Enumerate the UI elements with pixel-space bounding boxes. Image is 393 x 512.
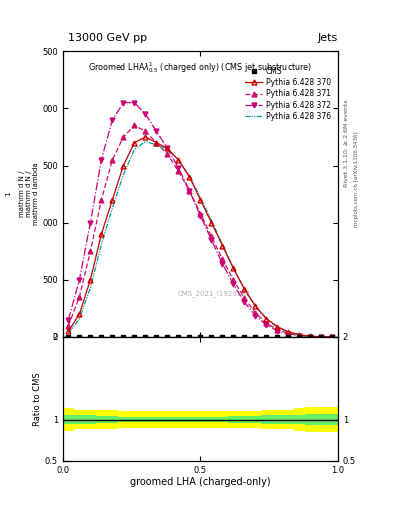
Y-axis label: Ratio to CMS: Ratio to CMS xyxy=(33,372,42,425)
Text: 13000 GeV pp: 13000 GeV pp xyxy=(68,33,147,42)
Text: Groomed LHA$\lambda^{1}_{0.5}$ (charged only) (CMS jet substructure): Groomed LHA$\lambda^{1}_{0.5}$ (charged … xyxy=(88,60,312,75)
Text: Jets: Jets xyxy=(318,33,338,42)
Text: Rivet 3.1.10; ≥ 2.6M events: Rivet 3.1.10; ≥ 2.6M events xyxy=(344,99,349,187)
X-axis label: groomed LHA (charged-only): groomed LHA (charged-only) xyxy=(130,477,271,487)
Text: mcplots.cern.ch [arXiv:1306.3436]: mcplots.cern.ch [arXiv:1306.3436] xyxy=(354,132,359,227)
Legend: CMS, Pythia 6.428 370, Pythia 6.428 371, Pythia 6.428 372, Pythia 6.428 376: CMS, Pythia 6.428 370, Pythia 6.428 371,… xyxy=(242,63,334,124)
Y-axis label: mathrm d$^2$N
mathrm d p
mathrm d
mathrm d lambda

1

mathrm d N /
mathrm d N /
: mathrm d$^2$N mathrm d p mathrm d mathrm… xyxy=(0,163,39,225)
Text: CMS_2021_I1920187: CMS_2021_I1920187 xyxy=(178,291,251,297)
